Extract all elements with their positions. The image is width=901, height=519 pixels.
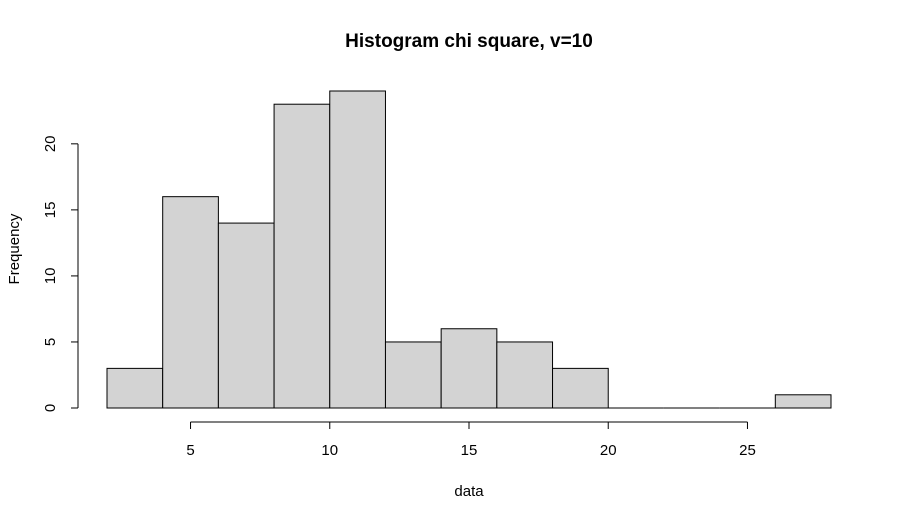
y-axis: 0 5 10 15 20 bbox=[42, 135, 79, 412]
histogram-bar bbox=[440, 328, 498, 409]
y-tick-label: 20 bbox=[42, 135, 59, 152]
histogram-bar bbox=[106, 367, 164, 409]
y-tick-label: 15 bbox=[42, 202, 59, 219]
x-tick-label: 20 bbox=[600, 442, 617, 459]
histogram-bar bbox=[273, 103, 331, 409]
y-tick-label: 5 bbox=[42, 338, 59, 346]
y-axis-label: Frequency bbox=[6, 213, 23, 284]
x-tick-label: 10 bbox=[321, 442, 338, 459]
histogram-bar bbox=[384, 341, 442, 409]
chart-title: Histogram chi square, v=10 bbox=[345, 31, 593, 52]
histogram-bar bbox=[496, 341, 554, 409]
x-tick-label: 5 bbox=[186, 442, 194, 459]
y-tick-label: 0 bbox=[42, 404, 59, 412]
x-axis-label: data bbox=[454, 483, 484, 500]
histogram-bar bbox=[217, 222, 275, 409]
x-tick-label: 15 bbox=[461, 442, 478, 459]
bars-group bbox=[106, 90, 832, 409]
histogram-bar bbox=[552, 367, 609, 409]
histogram-bar bbox=[774, 394, 832, 409]
x-axis: 5 10 15 20 25 bbox=[186, 421, 756, 459]
x-tick-label: 25 bbox=[739, 442, 756, 459]
histogram-bar bbox=[162, 196, 219, 409]
y-tick-label: 10 bbox=[42, 268, 59, 285]
histogram-bar bbox=[329, 90, 386, 409]
